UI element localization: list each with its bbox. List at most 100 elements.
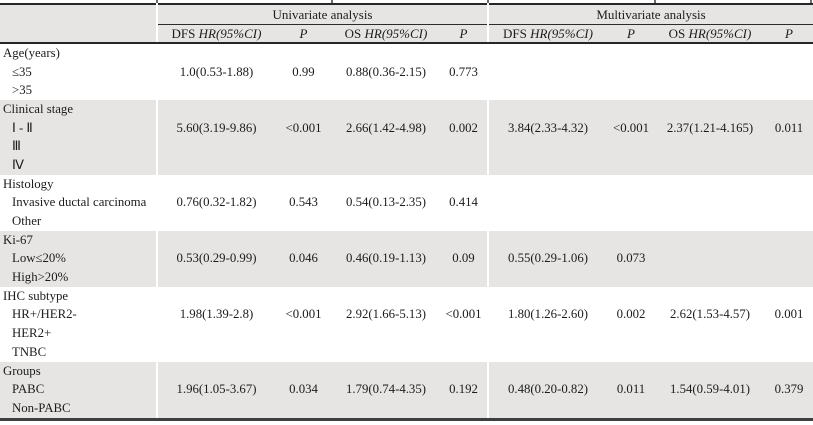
value-cell <box>607 268 655 287</box>
value-cell <box>156 81 275 101</box>
value-cell: 0.54(0.13-2.35) <box>332 193 440 213</box>
value-cell <box>332 230 440 250</box>
value-cell <box>655 81 765 101</box>
value-cell: 2.92(1.66-5.13) <box>332 305 440 325</box>
col-header-multivariate-p-os: P <box>765 24 813 44</box>
value-cell <box>607 137 655 157</box>
row-label: IHC subtype <box>0 286 157 306</box>
value-cell <box>156 156 275 175</box>
multivariate-group-header: Multivariate analysis <box>486 4 813 25</box>
value-cell <box>156 361 275 381</box>
value-cell <box>156 137 275 157</box>
section-header-row: Histology <box>0 174 813 194</box>
value-cell <box>332 268 440 287</box>
value-cell <box>655 286 765 306</box>
value-cell <box>487 43 607 63</box>
value-cell <box>332 399 440 420</box>
value-cell <box>655 100 765 119</box>
group-header-row: Univariate analysis Multivariate analysi… <box>0 4 813 44</box>
value-cell <box>440 343 488 362</box>
variable-row: Low≤20% 0.53(0.29-0.99) 0.046 0.46(0.19-1.1… <box>0 249 813 269</box>
value-cell <box>440 361 488 381</box>
value-cell <box>655 212 765 231</box>
value-cell <box>765 174 813 194</box>
value-cell <box>156 286 275 306</box>
value-cell <box>332 361 440 381</box>
section-header-row: Ki-67 <box>0 230 813 250</box>
value-cell <box>765 81 813 101</box>
value-cell <box>607 324 655 343</box>
value-cell <box>655 268 765 287</box>
value-cell <box>487 212 607 231</box>
value-cell <box>275 230 332 250</box>
value-cell <box>275 268 332 287</box>
value-cell <box>655 343 765 362</box>
value-cell <box>487 137 607 157</box>
value-cell <box>275 81 332 101</box>
col-header-univariate-p-os: P <box>440 24 488 44</box>
value-cell: 1.98(1.39-2.8) <box>156 305 275 325</box>
value-cell <box>765 193 813 213</box>
value-cell <box>440 230 488 250</box>
value-cell: 1.0(0.53-1.88) <box>156 62 275 82</box>
value-cell <box>275 361 332 381</box>
corner-cell <box>0 4 157 44</box>
value-cell <box>765 399 813 420</box>
value-cell: 0.011 <box>765 118 813 138</box>
value-cell <box>487 81 607 101</box>
value-cell <box>487 324 607 343</box>
value-cell <box>440 137 488 157</box>
col-header-text-italic: P <box>299 25 308 41</box>
value-cell <box>487 62 607 82</box>
value-cell <box>765 212 813 231</box>
variable-row: HR+/HER2- 1.98(1.39-2.8) <0.001 2.92(1.66-5… <box>0 305 813 325</box>
value-cell <box>487 361 607 381</box>
value-cell <box>275 43 332 63</box>
value-cell <box>332 100 440 119</box>
col-header-text-italic: P <box>627 25 635 41</box>
row-label: TNBC <box>0 343 157 362</box>
top-edge-ticks <box>0 0 813 3</box>
value-cell <box>765 343 813 362</box>
col-header-multivariate-dfs: DFS HR(95%CI) <box>487 24 607 44</box>
value-cell <box>332 81 440 101</box>
value-cell <box>765 268 813 287</box>
variable-row: High>20% <box>0 268 813 287</box>
value-cell <box>332 286 440 306</box>
value-cell <box>765 43 813 63</box>
table-body: Age(years) ≤35 1.0(0.53-1.88) 0.99 0.88(0.36… <box>0 43 813 420</box>
value-cell <box>156 324 275 343</box>
value-cell <box>487 399 607 420</box>
value-cell <box>332 43 440 63</box>
value-cell <box>440 100 488 119</box>
col-header-univariate-dfs: DFS HR(95%CI) <box>156 24 275 44</box>
value-cell <box>487 286 607 306</box>
tick-mark <box>331 0 333 3</box>
table-header: Univariate analysis Multivariate analysi… <box>0 4 813 44</box>
value-cell <box>655 361 765 381</box>
value-cell <box>655 174 765 194</box>
value-cell <box>332 212 440 231</box>
value-cell <box>487 230 607 250</box>
col-header-text: DFS <box>171 25 199 41</box>
row-label: Low≤20% <box>0 249 157 269</box>
variable-row: >35 <box>0 81 813 101</box>
value-cell <box>607 81 655 101</box>
section-header-row: Age(years) <box>0 43 813 63</box>
value-cell <box>275 324 332 343</box>
col-header-text-italic: P <box>459 25 468 41</box>
value-cell <box>765 361 813 381</box>
value-cell <box>332 156 440 175</box>
value-cell <box>655 249 765 269</box>
column-header-row: DFS HR(95%CI) P OS HR(95%CI) P DFS HR(95… <box>0 24 813 44</box>
univariate-group-header: Univariate analysis <box>156 4 488 25</box>
row-label: HER2+ <box>0 324 157 343</box>
value-cell <box>440 174 488 194</box>
variable-row: Non-PABC <box>0 399 813 420</box>
row-label: Age(years) <box>0 43 157 63</box>
variable-row: Ⅲ <box>0 137 813 157</box>
variable-row: TNBC <box>0 343 813 362</box>
row-label: ≤35 <box>0 62 157 82</box>
value-cell <box>332 343 440 362</box>
